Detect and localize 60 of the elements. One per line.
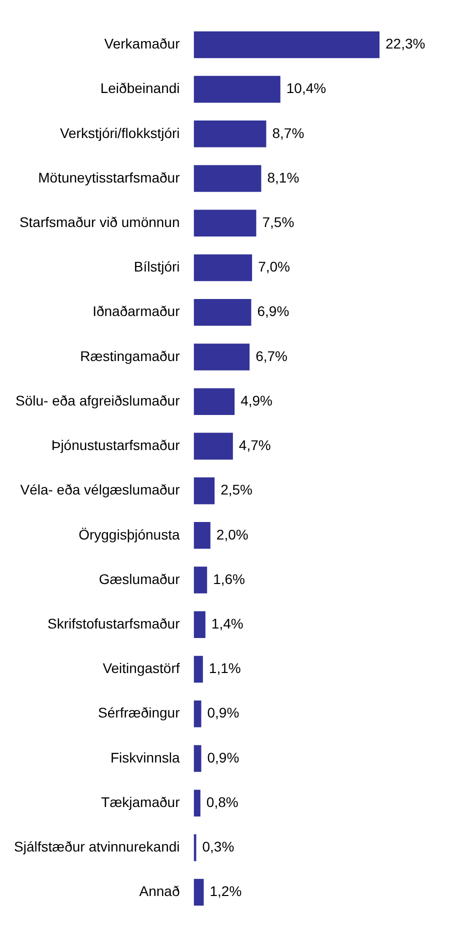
y-tick-label: Öryggisþjónusta	[78, 526, 180, 542]
y-tick-label: Bílstjóri	[134, 258, 180, 275]
data-label: 2,0%	[216, 526, 248, 542]
data-label: 1,2%	[210, 883, 242, 900]
data-label: 6,7%	[256, 348, 288, 364]
y-tick-label: Starfsmaður við umönnun	[19, 214, 180, 230]
data-label: 4,9%	[240, 392, 272, 408]
bar	[194, 611, 206, 638]
y-tick-label: Ræstingamaður	[80, 348, 180, 364]
bar	[194, 432, 233, 460]
y-tick-label: Annað	[139, 883, 180, 900]
data-label: 0,8%	[206, 794, 238, 810]
y-tick-label: Leiðbeinandi	[100, 80, 180, 96]
bar	[194, 120, 266, 148]
y-tick-label: Þjónustustarfsmaður	[51, 437, 180, 454]
data-label: 8,1%	[267, 169, 300, 186]
bar	[194, 700, 202, 728]
data-label: 0,9%	[207, 749, 240, 766]
data-label: 1,1%	[208, 660, 241, 676]
data-label: 22,3%	[386, 36, 426, 52]
y-tick-label: Mötuneytisstarfsmaður	[38, 169, 180, 186]
bar	[194, 522, 210, 549]
data-label: 8,7%	[272, 124, 304, 141]
data-label: 0,9%	[207, 704, 240, 721]
y-tick-label: Fiskvinnsla	[110, 749, 180, 766]
data-label: 2,5%	[220, 482, 253, 498]
y-tick-label: Sérfræðingur	[98, 704, 180, 721]
y-tick-label: Sölu- eða afgreiðslumaður	[16, 392, 180, 408]
bar	[194, 745, 202, 772]
y-tick-label: Skrifstofustarfsmaður	[47, 615, 180, 632]
data-label: 1,4%	[211, 615, 244, 632]
y-tick-label: Iðnaðarmaður	[92, 303, 180, 320]
bar	[194, 254, 252, 282]
y-tick-label: Veitingastörf	[102, 660, 180, 676]
bar	[194, 790, 200, 816]
bar	[194, 388, 235, 415]
y-tick-label: Sjálfstæður atvinnurekandi	[14, 838, 180, 855]
bar	[194, 298, 252, 326]
data-label: 4,7%	[238, 437, 271, 454]
bar	[194, 210, 256, 237]
bar	[194, 656, 203, 683]
data-label: 6,9%	[257, 303, 290, 320]
bar	[194, 76, 280, 103]
bar	[194, 477, 215, 504]
data-label: 10,4%	[286, 80, 326, 96]
bar	[194, 566, 208, 594]
data-label: 1,6%	[213, 570, 246, 587]
y-tick-label: Verkamaður	[104, 36, 180, 52]
bar	[194, 344, 250, 370]
data-label: 7,0%	[258, 258, 290, 275]
bar	[194, 878, 204, 906]
bar	[194, 834, 196, 862]
y-tick-label: Tækjamaður	[101, 794, 180, 810]
bar	[194, 31, 380, 58]
y-tick-label: Verkstjóri/flokkstjóri	[60, 124, 180, 141]
data-label: 7,5%	[262, 214, 294, 230]
bar	[194, 165, 262, 192]
data-label: 0,3%	[202, 838, 234, 855]
y-tick-label: Gæslumaður	[98, 570, 180, 587]
y-tick-label: Véla- eða vélgæslumaður	[20, 482, 180, 498]
